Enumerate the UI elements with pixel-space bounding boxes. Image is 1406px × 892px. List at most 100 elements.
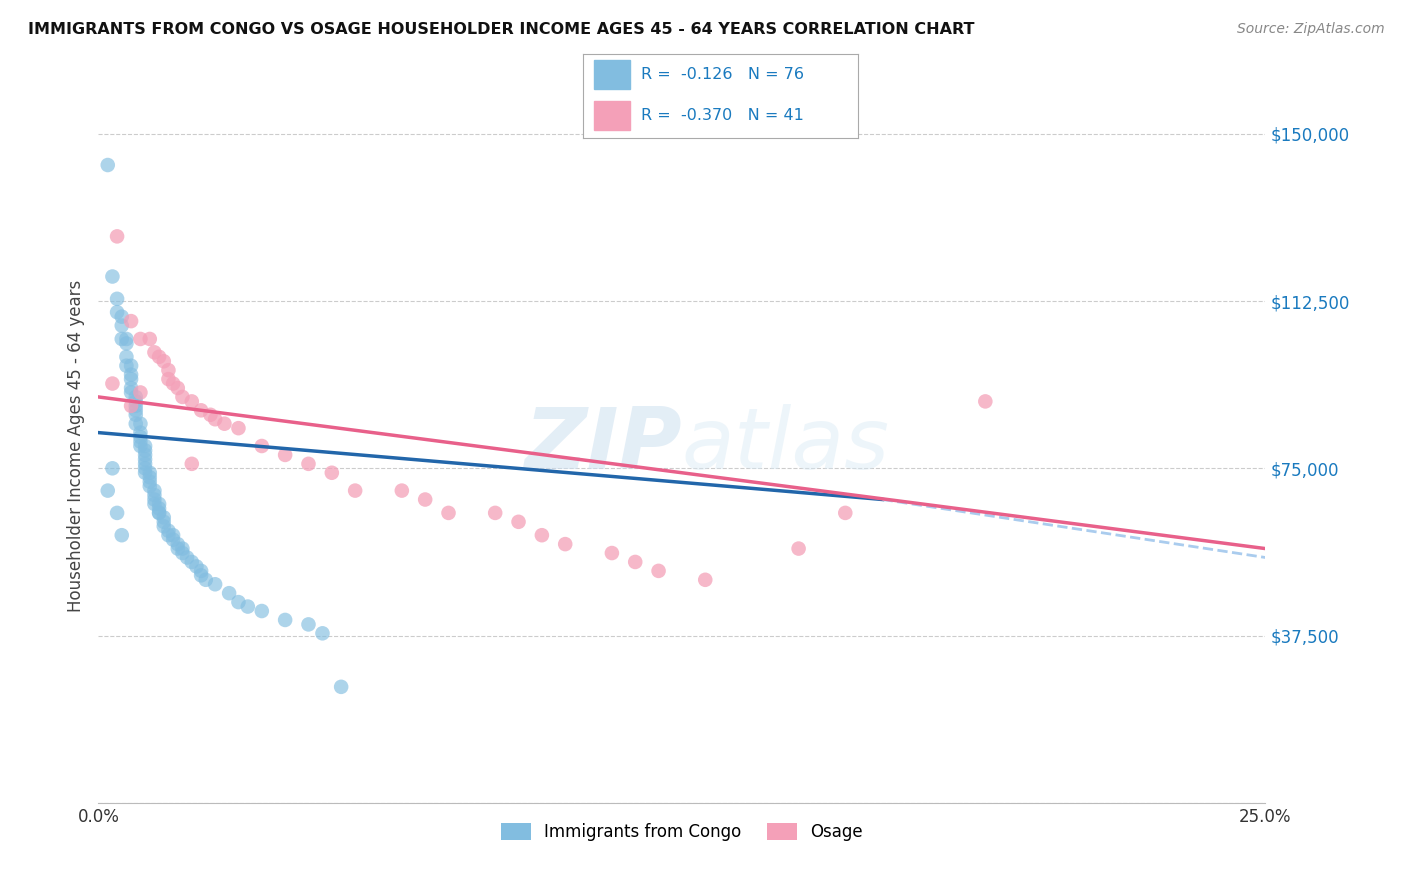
Point [413,492,436,507]
Point [134,443,156,458]
Point [105,506,128,520]
Point [129,385,152,400]
Point [134,439,156,453]
Point [250,604,273,618]
Point [143,345,166,359]
Point [101,269,124,284]
Point [139,475,162,489]
Point [148,350,170,364]
Text: atlas: atlas [682,404,890,488]
Point [152,519,174,533]
Point [162,533,184,547]
Point [101,376,124,391]
Y-axis label: Householder Income Ages 45 - 64 years: Householder Income Ages 45 - 64 years [66,280,84,612]
Point [97,158,120,172]
Point [162,528,184,542]
Point [236,599,259,614]
Point [274,448,297,462]
Point [204,412,226,426]
Text: ZIP: ZIP [524,404,682,488]
Point [134,448,156,462]
Point [787,541,810,556]
Point [647,564,669,578]
Point [105,229,128,244]
Point [143,483,166,498]
Point [228,421,250,435]
Point [218,586,240,600]
Point [125,394,148,409]
Point [120,372,142,386]
Point [97,483,120,498]
Point [194,573,217,587]
Legend: Immigrants from Congo, Osage: Immigrants from Congo, Osage [495,816,869,848]
Point [180,394,202,409]
Point [148,506,170,520]
Text: R =  -0.370   N = 41: R = -0.370 N = 41 [641,108,804,123]
Point [624,555,647,569]
Point [274,613,297,627]
Point [111,310,134,324]
Point [152,510,174,524]
Point [172,541,194,556]
Point [190,568,212,582]
Point [139,466,162,480]
Point [115,332,138,346]
Point [120,359,142,373]
Point [157,528,180,542]
Bar [595,101,630,130]
Point [344,483,367,498]
Point [166,541,188,556]
Point [152,515,174,529]
Point [180,555,202,569]
Point [228,595,250,609]
Point [129,417,152,431]
Point [125,403,148,417]
Point [120,314,142,328]
Point [105,305,128,319]
Point [111,332,134,346]
Point [139,479,162,493]
Text: Source: ZipAtlas.com: Source: ZipAtlas.com [1237,22,1385,37]
Point [120,368,142,382]
Point [157,372,180,386]
Point [148,501,170,516]
Point [111,318,134,333]
Point [120,399,142,413]
Point [125,390,148,404]
Point [297,617,319,632]
Point [214,417,236,431]
Point [554,537,576,551]
Point [115,336,138,351]
Point [204,577,226,591]
Point [134,452,156,467]
Point [180,457,202,471]
Point [297,457,319,471]
Point [166,537,188,551]
Point [484,506,506,520]
Point [330,680,353,694]
Point [311,626,333,640]
Point [125,417,148,431]
Point [134,466,156,480]
Point [134,457,156,471]
Point [974,394,997,409]
Point [143,497,166,511]
Point [148,506,170,520]
Point [186,559,208,574]
Point [143,488,166,502]
Point [143,492,166,507]
Point [105,292,128,306]
Point [200,408,222,422]
Point [101,461,124,475]
Point [134,461,156,475]
Point [190,403,212,417]
Point [600,546,623,560]
Point [125,399,148,413]
Point [530,528,553,542]
Point [139,470,162,484]
Point [166,381,188,395]
Point [391,483,413,498]
Point [152,354,174,368]
Point [129,425,152,440]
Point [115,350,138,364]
